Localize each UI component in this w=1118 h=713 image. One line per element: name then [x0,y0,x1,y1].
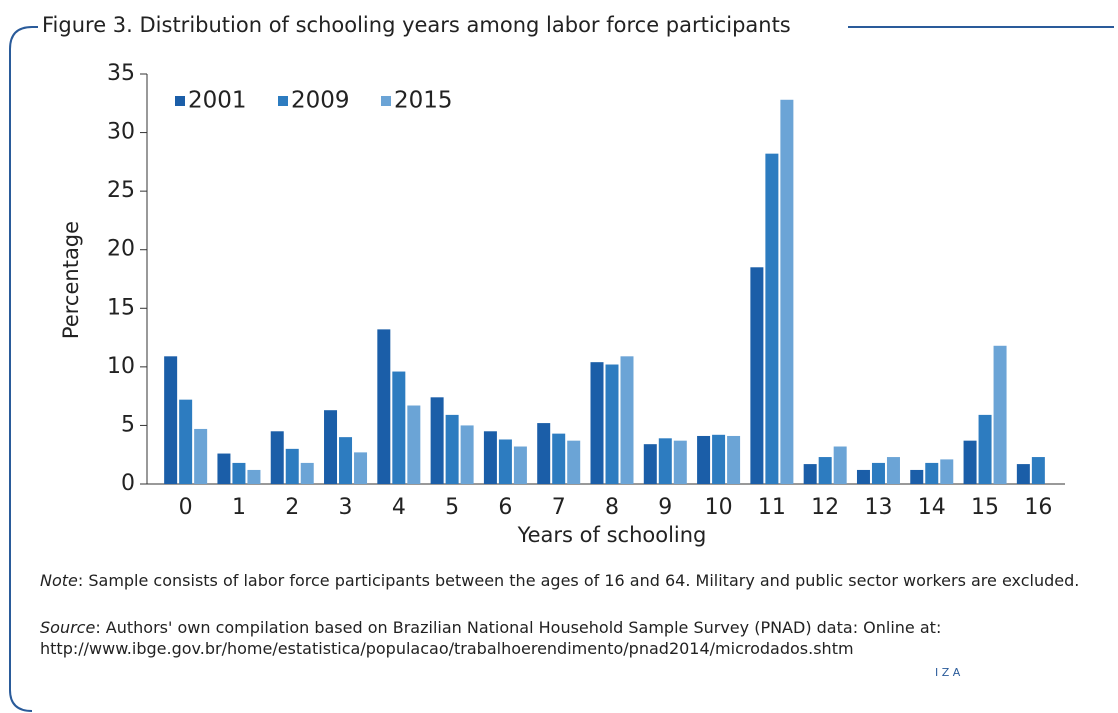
bar [354,452,368,484]
y-tick-label: 15 [107,295,135,320]
bar [605,364,619,484]
x-tick-label: 11 [758,495,786,520]
bar [1016,464,1030,484]
bar [537,423,551,484]
bar [179,399,193,484]
bar [552,433,566,484]
bar [247,469,261,484]
note-text: : Sample consists of labor force partici… [77,571,1080,590]
bar [620,356,634,484]
bar [285,448,299,484]
x-tick-label: 15 [971,495,999,520]
y-tick-label: 0 [121,471,135,496]
bar [886,457,900,484]
x-tick-label: 0 [179,495,193,520]
bar [445,414,459,484]
bar [270,431,284,484]
legend-label: 2009 [291,88,350,114]
bar [750,267,764,484]
y-tick-label: 30 [107,120,135,145]
bar [430,397,444,484]
x-tick-label: 2 [285,495,299,520]
x-tick-label: 5 [445,495,459,520]
bar [232,462,246,484]
source-text: : Authors' own compilation based on Braz… [95,618,942,637]
bar [727,435,741,484]
note: Note: Sample consists of labor force par… [40,570,1100,591]
figure-title: Figure 3. Distribution of schooling year… [42,13,791,37]
note-label: Note [40,571,78,590]
bar [658,438,672,484]
bar [803,464,817,484]
legend-label: 2015 [394,88,453,114]
source-url: http://www.ibge.gov.br/home/estatistica/… [40,639,854,658]
logo: I Z A [935,666,961,679]
legend-label: 2001 [188,88,247,114]
x-tick-label: 3 [339,495,353,520]
x-tick-label: 14 [918,495,946,520]
y-tick-label: 20 [107,237,135,262]
y-tick-label: 10 [107,354,135,379]
bar [871,462,885,484]
bar [1031,457,1045,484]
y-tick-label: 5 [121,412,135,437]
legend-swatch [381,96,391,106]
bar [407,405,421,484]
x-tick-label: 9 [658,495,672,520]
bar [963,440,977,484]
bar [818,457,832,484]
x-tick-label: 16 [1024,495,1052,520]
bar [765,153,779,484]
bar [567,440,581,484]
y-tick-label: 35 [107,61,135,86]
bar [392,371,406,484]
bar [910,469,924,484]
bar [643,444,657,484]
bar [377,329,391,484]
bar [590,362,604,484]
bar [712,434,726,484]
bar [833,446,847,484]
bar [780,99,794,485]
bar [856,469,870,484]
bar [300,462,314,484]
bar [339,437,353,484]
bar [194,428,208,484]
x-axis-label: Years of schooling [517,523,707,547]
x-tick-label: 10 [705,495,733,520]
bar [978,414,992,484]
legend-swatch [175,96,185,106]
x-tick-label: 12 [811,495,839,520]
bar [498,439,512,484]
source: Source: Authors' own compilation based o… [40,617,1100,659]
bar [673,440,687,484]
bar [993,345,1007,484]
bar [697,435,711,484]
x-tick-label: 4 [392,495,406,520]
frame [9,26,38,712]
bar [513,446,527,484]
x-tick-label: 13 [864,495,892,520]
x-tick-label: 1 [232,495,246,520]
bar [217,453,231,484]
x-tick-label: 8 [605,495,619,520]
y-tick-label: 25 [107,178,135,203]
bar [925,462,939,484]
bar [164,356,178,484]
legend-swatch [278,96,288,106]
bar [483,431,497,484]
bar [460,425,474,484]
source-label: Source [40,618,96,637]
x-tick-label: 6 [498,495,512,520]
y-axis-label: Percentage [59,221,83,339]
bar [324,410,338,484]
bar [940,459,954,484]
x-tick-label: 7 [552,495,566,520]
